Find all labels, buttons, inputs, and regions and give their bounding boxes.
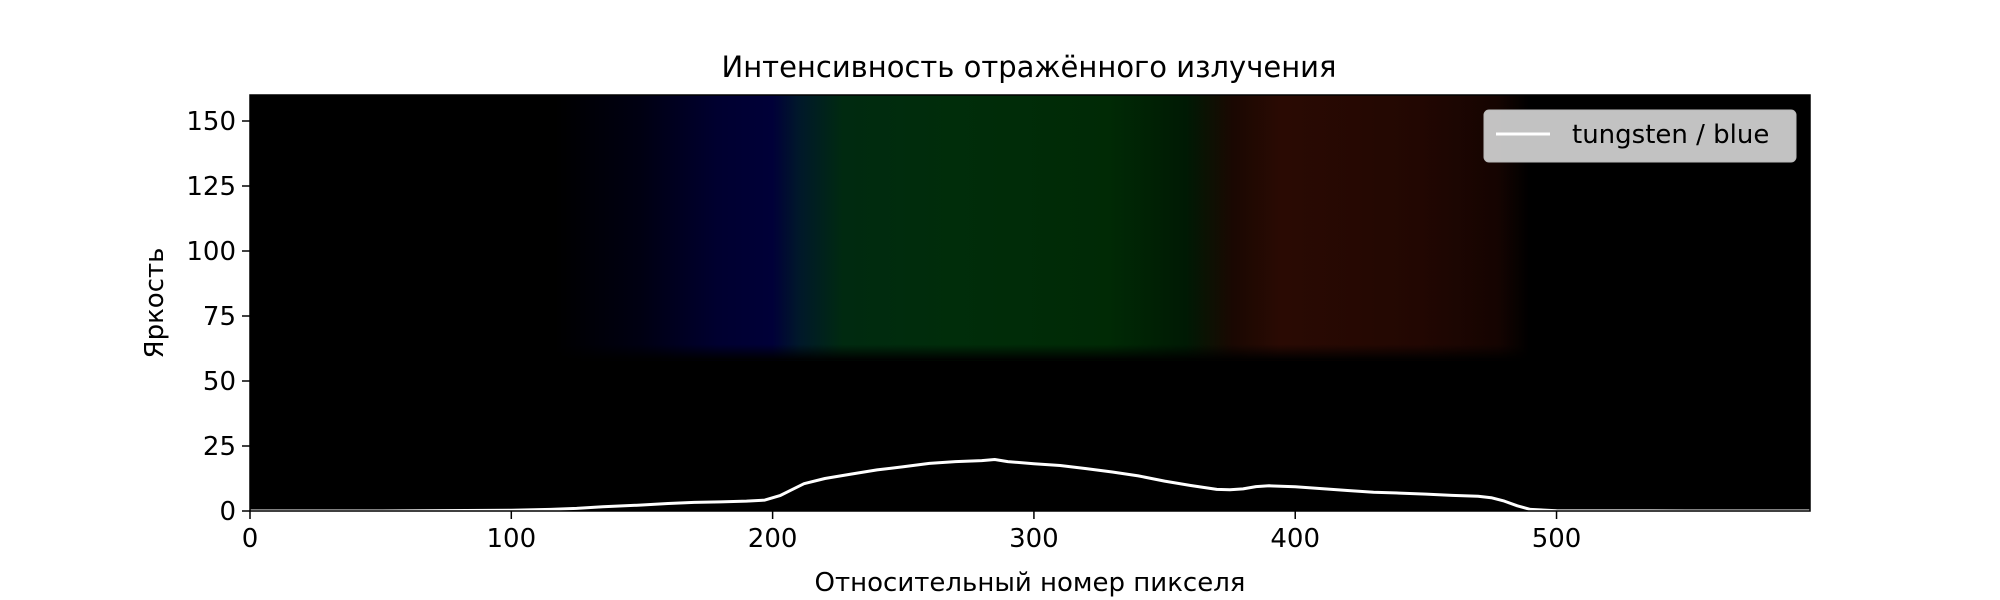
- x-axis-label: Относительный номер пикселя: [815, 568, 1246, 598]
- y-tick-label: 100: [186, 237, 236, 267]
- y-tick-label: 75: [203, 302, 236, 332]
- y-tick-label: 50: [203, 367, 236, 397]
- y-axis: 0 25 50 75 100 125 150: [186, 107, 250, 527]
- legend-entry-label: tungsten / blue: [1572, 120, 1769, 150]
- x-tick-label: 0: [242, 524, 259, 554]
- plot-frame: [249, 94, 1811, 512]
- y-tick-label: 0: [219, 497, 236, 527]
- x-tick-label: 300: [1009, 524, 1059, 554]
- y-tick-label: 125: [186, 172, 236, 202]
- y-tick-label: 150: [186, 107, 236, 137]
- x-tick-label: 500: [1532, 524, 1582, 554]
- x-tick-label: 400: [1270, 524, 1320, 554]
- x-tick-label: 100: [486, 524, 536, 554]
- series-line-tungsten-blue: [250, 458, 1810, 513]
- legend: tungsten / blue: [1483, 109, 1797, 163]
- y-axis-label: Яркость: [140, 248, 170, 359]
- x-axis: 0 100 200 300 400 500: [242, 511, 1582, 554]
- y-tick-label: 25: [203, 432, 236, 462]
- chart-title: Интенсивность отражённого излучения: [722, 50, 1337, 84]
- legend-box: [1483, 109, 1797, 163]
- x-tick-label: 200: [748, 524, 798, 554]
